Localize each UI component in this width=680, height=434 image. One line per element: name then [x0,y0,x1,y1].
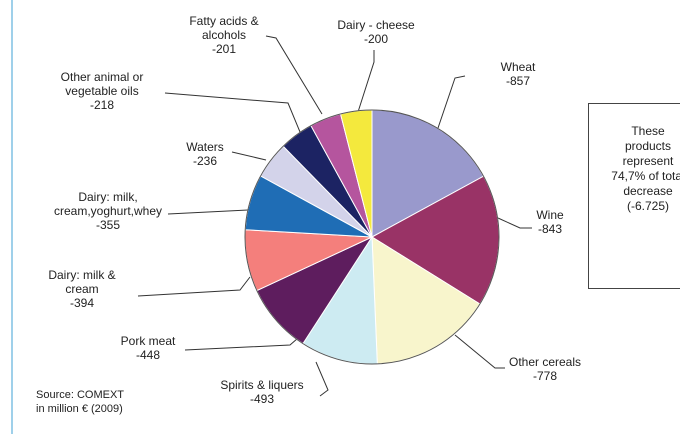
leader-line [184,331,306,351]
slice-value: -448 [135,348,161,362]
slice-label: Other animal or vegetable oils -218 [61,70,144,112]
slice-label: Other cereals -778 [509,355,581,383]
slice-value: -857 [505,74,531,88]
slice-name: Pork meat [120,334,176,348]
slice-value: -200 [363,32,389,46]
slice-value: -843 [537,222,563,236]
slice-name: Wine [536,208,564,222]
slice-label: Waters -236 [186,140,224,168]
slice-name: Wheat [500,60,536,74]
slice-value: -778 [532,369,558,383]
slice-name: Dairy - cheese [337,18,415,32]
leader-line [167,209,249,215]
slice-name: Fatty acids & alcohols [189,14,259,42]
slice-label: Wheat -857 [501,60,536,88]
leader-line [497,217,532,229]
slice-value: -236 [192,154,218,168]
slice-label: Spirits & liquers -493 [220,378,303,406]
leader-line [315,361,329,397]
slice-name: Spirits & liquers [220,378,304,392]
slice-label: Wine -843 [536,208,563,236]
slice-value: -394 [69,296,95,310]
slice-value: -493 [249,392,275,406]
pie-outline [244,109,500,365]
slice-label: Pork meat -448 [121,334,176,362]
leader-line [437,75,466,129]
leader-line [357,50,375,113]
slice-value: -218 [89,98,115,112]
source-note: Source: COMEXT in million € (2009) [36,389,125,415]
leader-line [164,92,301,133]
leader-line [265,35,323,115]
slice-value: -201 [211,42,237,56]
slice-label: Dairy: milk, cream,yoghurt,whey -355 [54,190,162,232]
slice-label: Dairy: milk & cream -394 [48,268,115,310]
slice-name: Other animal or vegetable oils [60,70,144,98]
slice-name: Dairy: milk & cream [48,268,116,296]
slice-name: Other cereals [508,355,582,369]
slice-label: Fatty acids & alcohols -201 [189,14,258,56]
slice-value: -355 [95,218,121,232]
slice-name: Dairy: milk, cream,yoghurt,whey [53,190,163,218]
leader-line [454,334,505,369]
slice-label: Dairy - cheese -200 [337,18,414,46]
annotation-box: These products represent 74,7% of total … [588,103,680,289]
slice-name: Waters [186,140,224,154]
leader-line [137,276,251,297]
leader-line [231,151,267,161]
